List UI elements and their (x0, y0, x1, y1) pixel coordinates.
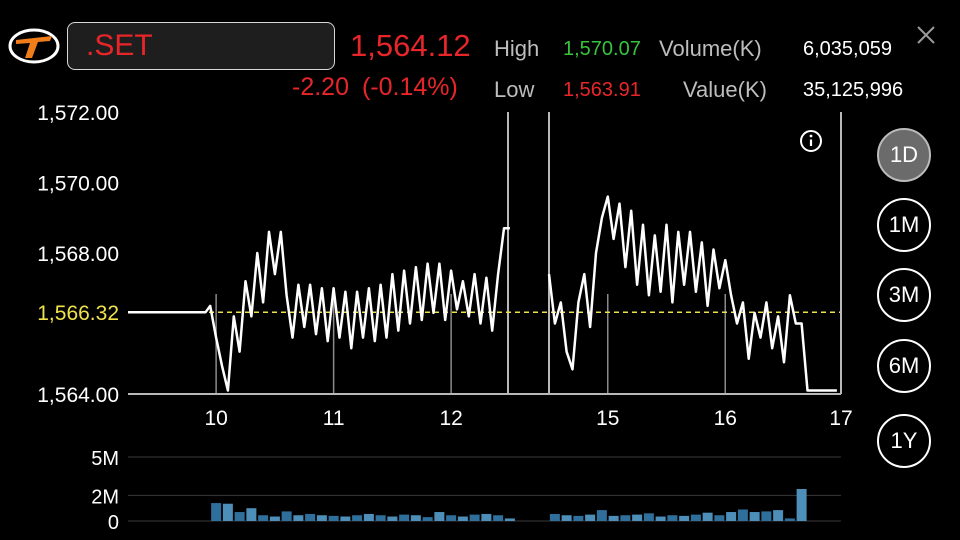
symbol-search-field[interactable]: .SET (67, 22, 335, 70)
volume-bar (493, 515, 504, 521)
volume-bar (481, 513, 492, 521)
volume-bar (608, 515, 619, 521)
volume-bar (737, 509, 748, 521)
change-percent: (-0.14%) (361, 73, 458, 101)
volume-bar (375, 515, 386, 521)
volume-bar (773, 510, 784, 521)
volume-bar (222, 503, 233, 521)
x-tick-label: 12 (439, 407, 462, 430)
volume-bar (620, 515, 631, 521)
volume-bar (387, 516, 398, 521)
value-value: 35,125,996 (803, 79, 904, 101)
high-label: High (494, 36, 540, 61)
volume-bar (293, 515, 304, 521)
x-tick-label: 17 (829, 407, 852, 430)
x-tick-label: 16 (714, 407, 737, 430)
last-price: 1,564.12 (350, 28, 471, 63)
volume-bar (504, 518, 515, 521)
high-value: 1,570.07 (563, 38, 641, 60)
period-1d-button[interactable]: 1D (877, 128, 931, 182)
volume-bar (702, 512, 713, 521)
x-tick-label: 15 (596, 407, 619, 430)
volume-bar (679, 515, 690, 521)
volume-bar (434, 512, 445, 521)
volume-y-tick-label: 5M (91, 448, 119, 470)
brand-logo (8, 28, 60, 64)
volume-bar (258, 515, 269, 521)
volume-bar (632, 514, 643, 521)
low-value: 1,563.91 (563, 79, 641, 101)
volume-label: Volume(K) (659, 36, 762, 61)
reference-label: 1,566.32 (37, 302, 119, 325)
volume-bar (596, 510, 607, 521)
volume-y-tick-label: 0 (108, 512, 119, 534)
volume-bar (690, 514, 701, 521)
volume-bar (585, 514, 596, 521)
period-1y-button[interactable]: 1Y (877, 414, 931, 468)
volume-value: 6,035,059 (803, 38, 892, 60)
volume-bar (422, 517, 433, 521)
price-change: -2.20 (-0.14%) (292, 73, 458, 102)
volume-bar (749, 512, 760, 521)
period-6m-button[interactable]: 6M (877, 339, 931, 393)
volume-bar (784, 518, 795, 521)
volume-bar (643, 513, 654, 521)
volume-bar (446, 515, 457, 521)
volume-bar (573, 515, 584, 521)
x-tick-label: 10 (204, 407, 227, 430)
volume-bar (399, 514, 410, 521)
volume-bar (714, 515, 725, 521)
volume-bar (726, 512, 737, 521)
volume-y-tick-label: 2M (91, 486, 119, 508)
volume-bar (316, 515, 327, 521)
volume-bar (457, 516, 468, 521)
x-tick-label: 11 (323, 407, 345, 430)
period-1m-button[interactable]: 1M (877, 198, 931, 252)
volume-bar (211, 503, 222, 521)
y-tick-label: 1,570.00 (37, 173, 119, 196)
volume-bar (549, 513, 560, 521)
volume-bar (469, 514, 480, 521)
low-label: Low (494, 77, 535, 102)
volume-bar (655, 516, 666, 521)
symbol-text: .SET (86, 29, 153, 62)
y-tick-label: 1,564.00 (37, 384, 119, 407)
value-label: Value(K) (683, 77, 767, 102)
volume-bar (761, 511, 772, 521)
price-line-morning (128, 227, 510, 392)
volume-bar (363, 513, 374, 521)
volume-bar (667, 515, 678, 521)
volume-bar (561, 515, 572, 521)
volume-bar (234, 512, 245, 521)
volume-bar (340, 516, 351, 521)
volume-bar (305, 513, 316, 521)
volume-bar (352, 515, 363, 521)
volume-bar (246, 508, 257, 521)
close-icon[interactable] (915, 24, 937, 46)
volume-bar (281, 511, 292, 521)
period-3m-button[interactable]: 3M (877, 268, 931, 322)
volume-bar (328, 515, 339, 521)
volume-bar (269, 516, 280, 521)
y-tick-label: 1,568.00 (37, 243, 119, 266)
price-line-afternoon (547, 195, 837, 392)
change-value: -2.20 (292, 73, 349, 101)
volume-bar (410, 515, 421, 521)
info-icon[interactable] (799, 129, 823, 153)
y-tick-label: 1,572.00 (37, 102, 119, 125)
volume-bar (796, 489, 807, 521)
